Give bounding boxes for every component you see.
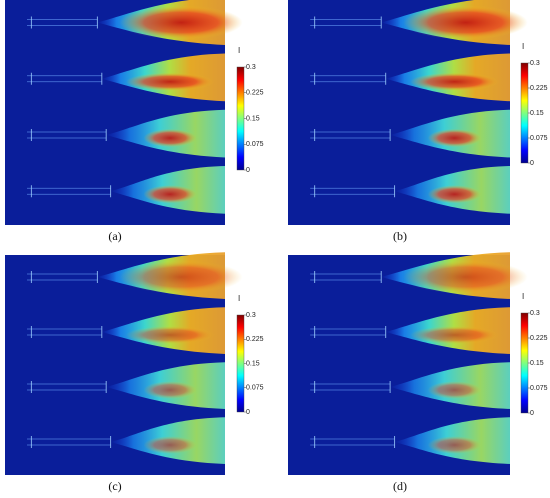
contour-panel: I 0.3 0.225 0.15 0.075 0 (a) — [5, 0, 264, 243]
plume-core — [427, 129, 482, 147]
plume-core — [143, 381, 197, 399]
plume-core — [403, 260, 528, 294]
colorbar-tick-label: 0.225 — [530, 85, 548, 92]
colorbar-tick-label: 0.3 — [530, 310, 540, 317]
plume-core — [119, 5, 243, 40]
colorbar-tick-label: 0.075 — [246, 141, 264, 148]
plume-core — [410, 326, 499, 344]
plume-core — [143, 436, 197, 454]
contour-panel: I 0.3 0.225 0.15 0.075 0 (b) — [288, 0, 548, 243]
colorbar-tick-label: 0.15 — [246, 360, 260, 367]
colorbar-tick-label: 0.3 — [246, 312, 256, 319]
colorbar-title: I — [522, 42, 524, 51]
colorbar-tick-label: 0 — [530, 410, 534, 417]
panel-label: (d) — [393, 479, 407, 493]
colorbar-tick-label: 0.075 — [246, 385, 264, 392]
panel-label: (b) — [393, 229, 407, 243]
colorbar — [236, 66, 245, 171]
plume-core — [427, 436, 482, 454]
colorbar-tick-label: 0.225 — [530, 335, 548, 342]
plume-core — [126, 326, 214, 344]
plume-core — [143, 185, 197, 204]
colorbar-tick-label: 0.15 — [530, 110, 544, 117]
colorbar-tick-label: 0.225 — [246, 336, 264, 343]
colorbar-tick-label: 0.075 — [530, 385, 548, 392]
colorbar-tick-label: 0 — [246, 409, 250, 416]
colorbar-tick-label: 0.15 — [246, 115, 260, 122]
plume-core — [143, 129, 197, 147]
plume-core — [427, 381, 482, 399]
panel-label: (c) — [108, 479, 121, 493]
colorbar-title: I — [238, 46, 240, 55]
colorbar — [520, 62, 529, 164]
colorbar-tick-label: 0 — [246, 167, 250, 174]
plume-core — [119, 260, 243, 294]
plume-core — [403, 5, 528, 40]
colorbar-title: I — [522, 292, 524, 301]
colorbar — [520, 312, 529, 414]
colorbar-tick-label: 0.225 — [246, 90, 264, 97]
colorbar-tick-label: 0.075 — [530, 135, 548, 142]
colorbar-tick-label: 0.3 — [246, 64, 256, 71]
colorbar-title: I — [238, 294, 240, 303]
colorbar-tick-label: 0 — [530, 160, 534, 167]
colorbar — [236, 314, 245, 413]
contour-panel: I 0.3 0.225 0.15 0.075 0 (c) — [5, 252, 264, 493]
colorbar-tick-label: 0.3 — [530, 60, 540, 67]
plume-core — [410, 72, 499, 91]
plume-core — [427, 185, 482, 204]
plume-core — [126, 72, 214, 91]
colorbar-tick-label: 0.15 — [530, 360, 544, 367]
contour-panel: I 0.3 0.225 0.15 0.075 0 (d) — [288, 252, 548, 493]
panel-label: (a) — [108, 229, 121, 243]
